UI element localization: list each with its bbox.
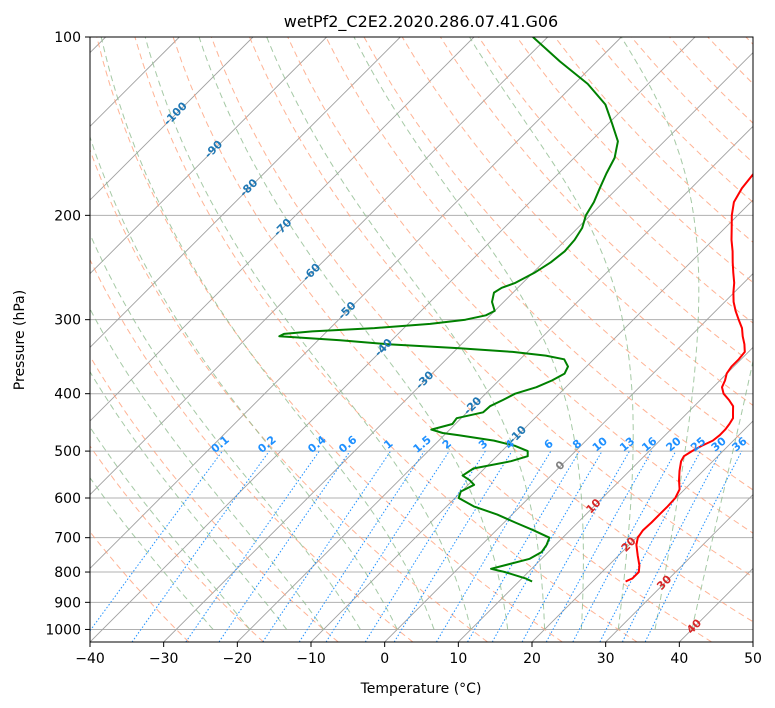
data-layer — [278, 37, 753, 583]
y-tick-label: 700 — [54, 531, 81, 547]
mixing-ratio-line — [393, 450, 513, 642]
moist-adiabat-line — [691, 358, 753, 630]
dry-adiabat-line — [516, 37, 753, 284]
dry-adiabat-line — [249, 37, 753, 578]
mixing-ratio-line — [364, 450, 486, 642]
dry-adiabat-line — [96, 37, 563, 642]
x-tick-label: −10 — [296, 651, 326, 667]
dry-adiabat-line — [325, 37, 753, 491]
x-tick-label: 30 — [597, 651, 615, 667]
isotherm-line — [90, 37, 327, 275]
isotherm-line — [531, 420, 753, 642]
isotherm-line — [90, 37, 475, 422]
isotherm-line — [384, 273, 753, 642]
mixing-ratio-line — [545, 450, 653, 642]
dry-adiabat-line — [90, 445, 264, 642]
y-tick-label: 200 — [54, 208, 81, 224]
dry-adiabat-line — [172, 37, 712, 642]
mixing-ratio-line — [621, 450, 722, 642]
y-tick-label: 800 — [54, 565, 81, 581]
x-tick-label: −20 — [223, 651, 253, 667]
moist-adiabat-line — [620, 37, 700, 630]
isotherm-line — [458, 346, 753, 642]
mixing-ratio-line — [298, 450, 425, 642]
mixing-ratio-line — [435, 450, 552, 642]
dry-adiabat-line — [134, 37, 638, 642]
moist-adiabat-line — [266, 37, 546, 630]
dry-adiabat-line — [90, 258, 414, 642]
mixing-ratio-line — [262, 450, 392, 642]
y-tick-label: 600 — [54, 491, 81, 507]
dry-adiabat-line — [287, 37, 753, 534]
y-tick-label: 900 — [54, 595, 81, 611]
mixing-ratio-line — [644, 450, 743, 642]
isotherm-line — [310, 199, 753, 642]
mixing-ratio-line — [218, 450, 351, 642]
moist-adiabat-line — [90, 232, 361, 630]
moist-adiabat-line — [90, 426, 251, 630]
y-tick-label: 300 — [54, 313, 81, 329]
moist-adiabat-line — [353, 37, 584, 630]
mixing-ratio-line — [185, 450, 320, 642]
mixing-ratio-line — [325, 450, 450, 642]
moist-adiabat-line — [90, 135, 398, 630]
x-axis-label: Temperature (°C) — [360, 681, 482, 697]
moist-adiabat-line — [90, 476, 214, 630]
isotherm-line — [90, 37, 696, 642]
moist-adiabat-line — [90, 308, 325, 630]
x-tick-label: 50 — [744, 651, 762, 667]
axes-layer: −40 −30 −20 −10 0 10 20 30 40 50 100 200 300 400 500 60… — [45, 30, 762, 667]
x-tick-label: −30 — [149, 651, 179, 667]
x-tick-label: 20 — [523, 651, 541, 667]
isotherm-line — [163, 52, 753, 642]
moist-adiabat-line — [469, 37, 634, 630]
y-tick-label: 100 — [54, 30, 81, 46]
x-tick-label: 10 — [449, 651, 467, 667]
y-axis-label: Pressure (hPa) — [12, 290, 28, 390]
isotherm-line — [605, 494, 753, 642]
y-tick-label: 500 — [54, 444, 81, 460]
isotherm-line — [237, 125, 753, 642]
mixing-ratio-line — [572, 450, 677, 642]
moist-adiabat-line — [90, 370, 288, 630]
isotherm-line — [90, 37, 548, 496]
plot-frame — [89, 36, 754, 643]
dewpoint-profile-line — [278, 37, 619, 583]
x-tick-label: 40 — [670, 651, 688, 667]
isotherm-line — [90, 37, 254, 201]
x-tick-label: −40 — [75, 651, 105, 667]
y-tick-label: 400 — [54, 387, 81, 403]
mixing-ratio-line — [521, 450, 630, 642]
chart-title: wetPf2_C2E2.2020.286.07.41.G06 — [284, 12, 558, 32]
temperature-profile-line — [625, 172, 753, 583]
mixing-ratio-line — [90, 450, 223, 632]
y-tick-label: 1000 — [45, 622, 81, 638]
grid-layer — [90, 37, 753, 642]
mixing-ratio-line — [131, 450, 270, 642]
moist-adiabat-line — [144, 37, 472, 630]
x-tick-label: 0 — [380, 651, 389, 667]
moist-adiabat-line — [100, 37, 435, 630]
dry-adiabat-line — [210, 37, 753, 623]
